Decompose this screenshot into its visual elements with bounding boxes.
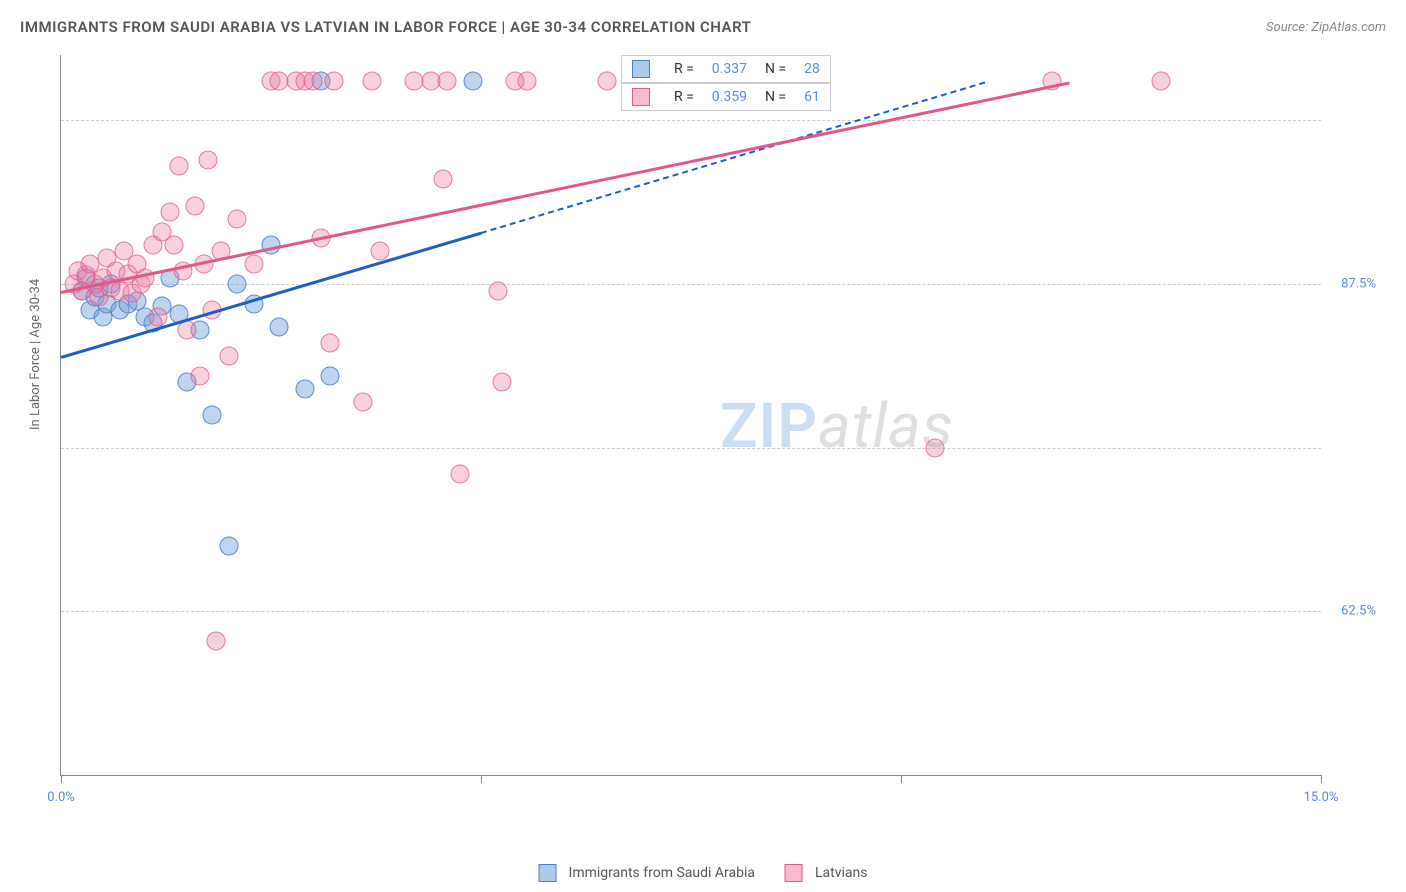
scatter-point — [434, 170, 453, 189]
n-label: N = — [765, 89, 786, 105]
scatter-point — [371, 242, 390, 261]
scatter-point — [228, 209, 247, 228]
scatter-point — [493, 373, 512, 392]
trend-line — [61, 81, 1070, 293]
scatter-point — [190, 366, 209, 385]
scatter-point — [438, 72, 457, 91]
grid-line — [61, 120, 1321, 121]
legend-stats-row: R = 0.337 N = 28 — [621, 55, 831, 83]
legend-swatch — [539, 864, 557, 882]
r-value: 0.337 — [712, 61, 747, 77]
legend-label: Latvians — [815, 865, 868, 881]
scatter-point — [228, 275, 247, 294]
scatter-point — [165, 235, 184, 254]
legend-swatch — [632, 88, 650, 106]
chart-title: IMMIGRANTS FROM SAUDI ARABIA VS LATVIAN … — [20, 18, 751, 36]
legend-swatch — [632, 60, 650, 78]
scatter-point — [148, 307, 167, 326]
scatter-point — [203, 406, 222, 425]
scatter-point — [451, 464, 470, 483]
scatter-point — [925, 438, 944, 457]
scatter-point — [136, 268, 155, 287]
legend-swatch — [785, 864, 803, 882]
y-axis-title: In Labor Force | Age 30-34 — [28, 279, 43, 430]
chart-container: 62.5%87.5%0.0%15.0%R =0.337N =28R =0.359… — [60, 55, 1380, 815]
grid-line — [61, 284, 1321, 285]
x-tick — [1321, 775, 1322, 783]
x-tick — [481, 775, 482, 783]
legend-item: Immigrants from Saudi Arabia — [539, 864, 755, 882]
x-tick-label: 15.0% — [1304, 790, 1339, 805]
scatter-point — [161, 203, 180, 222]
n-label: N = — [765, 61, 786, 77]
scatter-point — [295, 379, 314, 398]
legend-label: Immigrants from Saudi Arabia — [569, 865, 755, 881]
r-label: R = — [674, 61, 694, 77]
scatter-point — [362, 72, 381, 91]
scatter-point — [354, 392, 373, 411]
scatter-point — [304, 72, 323, 91]
scatter-point — [325, 72, 344, 91]
x-tick — [901, 775, 902, 783]
scatter-point — [220, 347, 239, 366]
r-label: R = — [674, 89, 694, 105]
y-tick-label: 87.5% — [1341, 277, 1376, 292]
plot-area: 62.5%87.5%0.0%15.0%R =0.337N =28R =0.359… — [60, 55, 1321, 776]
grid-line — [61, 448, 1321, 449]
n-value: 61 — [804, 89, 820, 105]
scatter-point — [320, 366, 339, 385]
legend-stats-row: R = 0.359 N = 61 — [621, 83, 831, 111]
x-tick — [61, 775, 62, 783]
scatter-point — [488, 281, 507, 300]
y-tick-label: 62.5% — [1341, 604, 1376, 619]
r-value: 0.359 — [712, 89, 747, 105]
scatter-point — [463, 72, 482, 91]
scatter-point — [245, 255, 264, 274]
legend-bottom: Immigrants from Saudi Arabia Latvians — [539, 864, 868, 882]
source-label: Source: ZipAtlas.com — [1266, 20, 1386, 35]
grid-line — [61, 611, 1321, 612]
scatter-point — [169, 157, 188, 176]
n-value: 28 — [804, 61, 820, 77]
scatter-point — [320, 334, 339, 353]
scatter-point — [518, 72, 537, 91]
scatter-point — [220, 536, 239, 555]
scatter-point — [598, 72, 617, 91]
scatter-point — [178, 320, 197, 339]
scatter-point — [270, 318, 289, 337]
scatter-point — [199, 150, 218, 169]
scatter-point — [186, 196, 205, 215]
x-tick-label: 0.0% — [47, 790, 75, 805]
scatter-point — [207, 632, 226, 651]
scatter-point — [1152, 72, 1171, 91]
legend-item: Latvians — [785, 864, 868, 882]
